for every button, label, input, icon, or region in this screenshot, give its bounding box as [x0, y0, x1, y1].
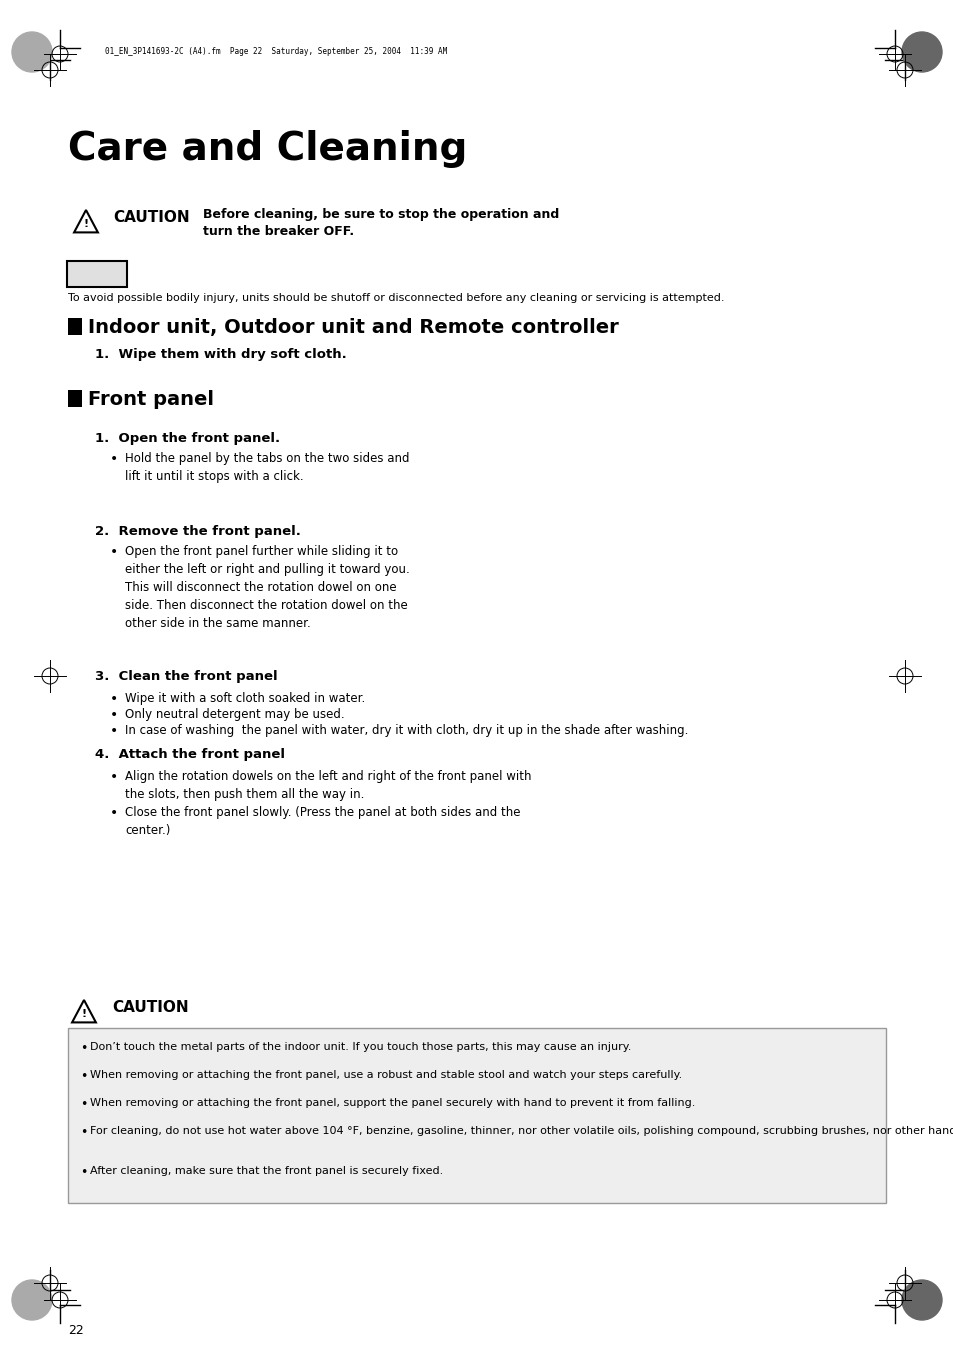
Circle shape — [901, 1280, 941, 1321]
Text: •: • — [110, 691, 118, 706]
Text: 1.  Wipe them with dry soft cloth.: 1. Wipe them with dry soft cloth. — [95, 348, 346, 361]
Text: •: • — [110, 770, 118, 783]
Text: •: • — [110, 708, 118, 723]
Text: •: • — [110, 545, 118, 559]
Text: Only neutral detergent may be used.: Only neutral detergent may be used. — [125, 708, 344, 721]
Text: •: • — [80, 1126, 88, 1139]
Text: •: • — [80, 1070, 88, 1082]
Text: •: • — [110, 452, 118, 465]
Text: Open the front panel further while sliding it to
either the left or right and pu: Open the front panel further while slidi… — [125, 545, 410, 630]
Text: Wipe it with a soft cloth soaked in water.: Wipe it with a soft cloth soaked in wate… — [125, 691, 365, 705]
Text: Hold the panel by the tabs on the two sides and
lift it until it stops with a cl: Hold the panel by the tabs on the two si… — [125, 452, 409, 483]
Text: To avoid possible bodily injury, units should be shutoff or disconnected before : To avoid possible bodily injury, units s… — [68, 294, 723, 303]
FancyBboxPatch shape — [67, 261, 127, 287]
Text: •: • — [110, 724, 118, 737]
Circle shape — [12, 32, 52, 72]
Circle shape — [901, 32, 941, 72]
Text: !: ! — [83, 219, 89, 229]
Text: !: ! — [81, 1009, 87, 1019]
Text: Units: Units — [74, 264, 119, 280]
Text: CAUTION: CAUTION — [112, 210, 190, 225]
Text: Indoor unit, Outdoor unit and Remote controller: Indoor unit, Outdoor unit and Remote con… — [88, 318, 618, 337]
Text: Align the rotation dowels on the left and right of the front panel with
the slot: Align the rotation dowels on the left an… — [125, 770, 531, 801]
Text: In case of washing  the panel with water, dry it with cloth, dry it up in the sh: In case of washing the panel with water,… — [125, 724, 688, 737]
Text: 01_EN_3P141693-2C (A4).fm  Page 22  Saturday, September 25, 2004  11:39 AM: 01_EN_3P141693-2C (A4).fm Page 22 Saturd… — [105, 47, 447, 57]
Text: •: • — [80, 1099, 88, 1111]
Text: •: • — [80, 1166, 88, 1178]
Bar — [68, 390, 82, 407]
Text: 22: 22 — [68, 1323, 84, 1337]
Text: Don’t touch the metal parts of the indoor unit. If you touch those parts, this m: Don’t touch the metal parts of the indoo… — [90, 1042, 631, 1053]
Text: Before cleaning, be sure to stop the operation and: Before cleaning, be sure to stop the ope… — [203, 208, 558, 221]
Text: 2.  Remove the front panel.: 2. Remove the front panel. — [95, 525, 300, 538]
Text: 1.  Open the front panel.: 1. Open the front panel. — [95, 432, 280, 445]
Text: 4.  Attach the front panel: 4. Attach the front panel — [95, 748, 285, 760]
Bar — [68, 1028, 885, 1203]
Text: When removing or attaching the front panel, support the panel securely with hand: When removing or attaching the front pan… — [90, 1099, 695, 1108]
Text: •: • — [80, 1042, 88, 1055]
Text: After cleaning, make sure that the front panel is securely fixed.: After cleaning, make sure that the front… — [90, 1166, 443, 1176]
Text: When removing or attaching the front panel, use a robust and stable stool and wa: When removing or attaching the front pan… — [90, 1070, 681, 1080]
Text: Care and Cleaning: Care and Cleaning — [68, 130, 467, 168]
Text: For cleaning, do not use hot water above 104 °F, benzine, gasoline, thinner, nor: For cleaning, do not use hot water above… — [90, 1126, 953, 1137]
Circle shape — [12, 1280, 52, 1321]
Text: •: • — [110, 806, 118, 820]
Text: 3.  Clean the front panel: 3. Clean the front panel — [95, 670, 277, 683]
Bar — [68, 318, 82, 336]
Text: CAUTION: CAUTION — [112, 1000, 189, 1015]
Text: Close the front panel slowly. (Press the panel at both sides and the
center.): Close the front panel slowly. (Press the… — [125, 806, 520, 838]
Text: Front panel: Front panel — [88, 390, 213, 409]
Text: turn the breaker OFF.: turn the breaker OFF. — [203, 225, 354, 238]
